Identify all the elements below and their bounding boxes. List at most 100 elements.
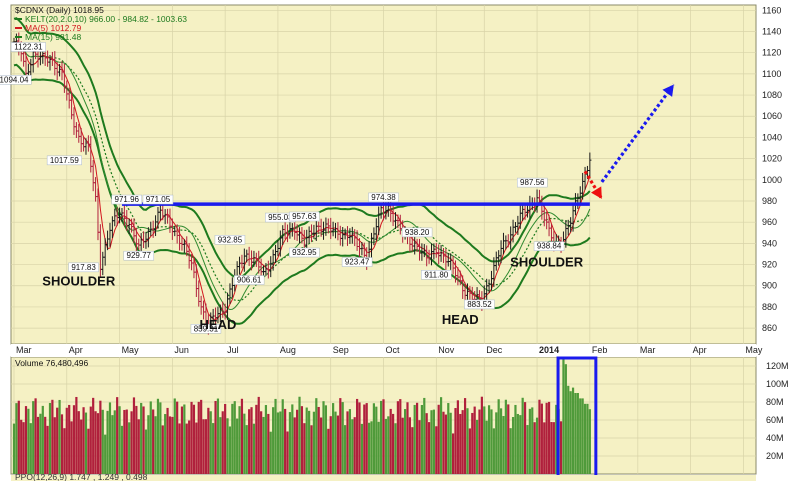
volume-bar bbox=[144, 429, 148, 474]
volume-bar bbox=[430, 410, 433, 474]
month-label: Sep bbox=[333, 345, 349, 355]
volume-bar bbox=[60, 414, 64, 474]
price-label: 911.80 bbox=[424, 270, 448, 279]
volume-bar bbox=[168, 416, 172, 474]
price-label-box bbox=[533, 241, 565, 251]
volume-bar bbox=[192, 404, 196, 474]
price-label: 938.84 bbox=[537, 242, 562, 251]
price-tick-label: 980 bbox=[762, 196, 777, 206]
price-tick-label: 960 bbox=[762, 217, 777, 227]
volume-bar bbox=[116, 397, 119, 474]
volume-bar bbox=[113, 410, 116, 474]
volume-bar bbox=[159, 402, 162, 474]
volume-bar bbox=[334, 411, 337, 474]
volume-bar bbox=[406, 402, 409, 474]
price-label-box bbox=[464, 299, 495, 310]
volume-bar bbox=[156, 398, 160, 474]
price-label-box bbox=[46, 155, 82, 166]
volume-bar bbox=[44, 416, 47, 474]
volume-bar bbox=[166, 407, 169, 474]
date-axis-strip bbox=[11, 344, 756, 357]
volume-bar bbox=[471, 412, 474, 474]
volume-bar bbox=[320, 417, 323, 474]
volume-bar bbox=[104, 434, 107, 474]
pattern-annotation: HEAD bbox=[442, 312, 479, 327]
projection-arrow-head bbox=[662, 84, 674, 97]
volume-bar bbox=[17, 400, 20, 474]
volume-bar bbox=[279, 411, 282, 474]
volume-bar bbox=[308, 410, 311, 474]
volume-bar bbox=[372, 403, 376, 474]
volume-bar bbox=[562, 358, 565, 474]
price-label-box bbox=[111, 194, 143, 205]
volume-tick-label: 100M bbox=[766, 379, 789, 389]
volume-bar bbox=[533, 422, 536, 474]
volume-bar bbox=[447, 403, 450, 474]
volume-bar bbox=[269, 431, 272, 474]
volume-bar bbox=[459, 413, 462, 474]
price-label-box bbox=[68, 262, 99, 273]
volume-bar bbox=[466, 408, 469, 474]
volume-bar bbox=[224, 403, 227, 474]
volume-bar bbox=[200, 399, 203, 474]
volume-bar bbox=[439, 397, 443, 474]
volume-bar bbox=[468, 428, 471, 474]
volume-bar bbox=[252, 423, 256, 474]
month-label: Mar bbox=[16, 345, 32, 355]
volume-bar bbox=[576, 393, 579, 474]
volume-bar bbox=[317, 406, 320, 474]
chart-title: $CDNX (Daily) 1018.95 bbox=[15, 5, 104, 15]
month-label: Aug bbox=[280, 345, 296, 355]
volume-bar bbox=[531, 407, 534, 474]
volume-bar bbox=[363, 404, 366, 474]
volume-bar bbox=[526, 425, 529, 474]
volume-bar bbox=[171, 416, 174, 474]
volume-bar bbox=[569, 391, 572, 474]
volume-bar bbox=[58, 399, 61, 474]
volume-bar bbox=[437, 404, 440, 474]
volume-bar bbox=[75, 396, 78, 474]
volume-bar bbox=[262, 416, 265, 474]
price-label-box bbox=[0, 75, 32, 85]
month-label: Jun bbox=[174, 345, 189, 355]
volume-bar bbox=[463, 398, 467, 474]
volume-bar bbox=[250, 407, 253, 474]
price-tick-label: 880 bbox=[762, 302, 777, 312]
volume-bar bbox=[92, 397, 95, 474]
volume-bar bbox=[360, 423, 364, 474]
price-label: 906.61 bbox=[237, 276, 262, 285]
price-tick-label: 1100 bbox=[762, 69, 781, 79]
volume-bar bbox=[454, 408, 457, 474]
volume-bar bbox=[204, 419, 208, 474]
volume-bar bbox=[449, 412, 452, 474]
volume-bar bbox=[274, 398, 277, 474]
volume-bar bbox=[39, 413, 42, 474]
volume-bar bbox=[339, 398, 342, 474]
month-label: Apr bbox=[69, 345, 83, 355]
price-label: 929.77 bbox=[127, 251, 152, 260]
volume-bar bbox=[243, 413, 246, 474]
volume-bar bbox=[586, 403, 589, 474]
volume-bar bbox=[190, 401, 193, 474]
volume-bar bbox=[298, 396, 301, 474]
pattern-annotation: HEAD bbox=[200, 317, 237, 332]
ppo-title: PPO(12,26,9) 1.747 , 1.249 , 0.498 bbox=[15, 472, 148, 481]
price-label-box bbox=[289, 247, 320, 258]
volume-bar bbox=[346, 411, 349, 474]
volume-bar bbox=[497, 399, 500, 474]
volume-bar bbox=[137, 419, 140, 474]
volume-bar bbox=[65, 407, 68, 474]
price-label-box bbox=[233, 275, 265, 285]
volume-bar bbox=[571, 387, 575, 474]
volume-bar bbox=[48, 402, 52, 474]
volume-tick-label: 120M bbox=[766, 361, 789, 371]
volume-bar bbox=[99, 400, 102, 474]
volume-bar bbox=[310, 425, 313, 474]
volume-bar bbox=[432, 409, 435, 474]
price-candles bbox=[12, 32, 592, 335]
volume-bar bbox=[255, 404, 258, 474]
volume-bar bbox=[296, 409, 299, 474]
volume-bar bbox=[588, 409, 591, 474]
